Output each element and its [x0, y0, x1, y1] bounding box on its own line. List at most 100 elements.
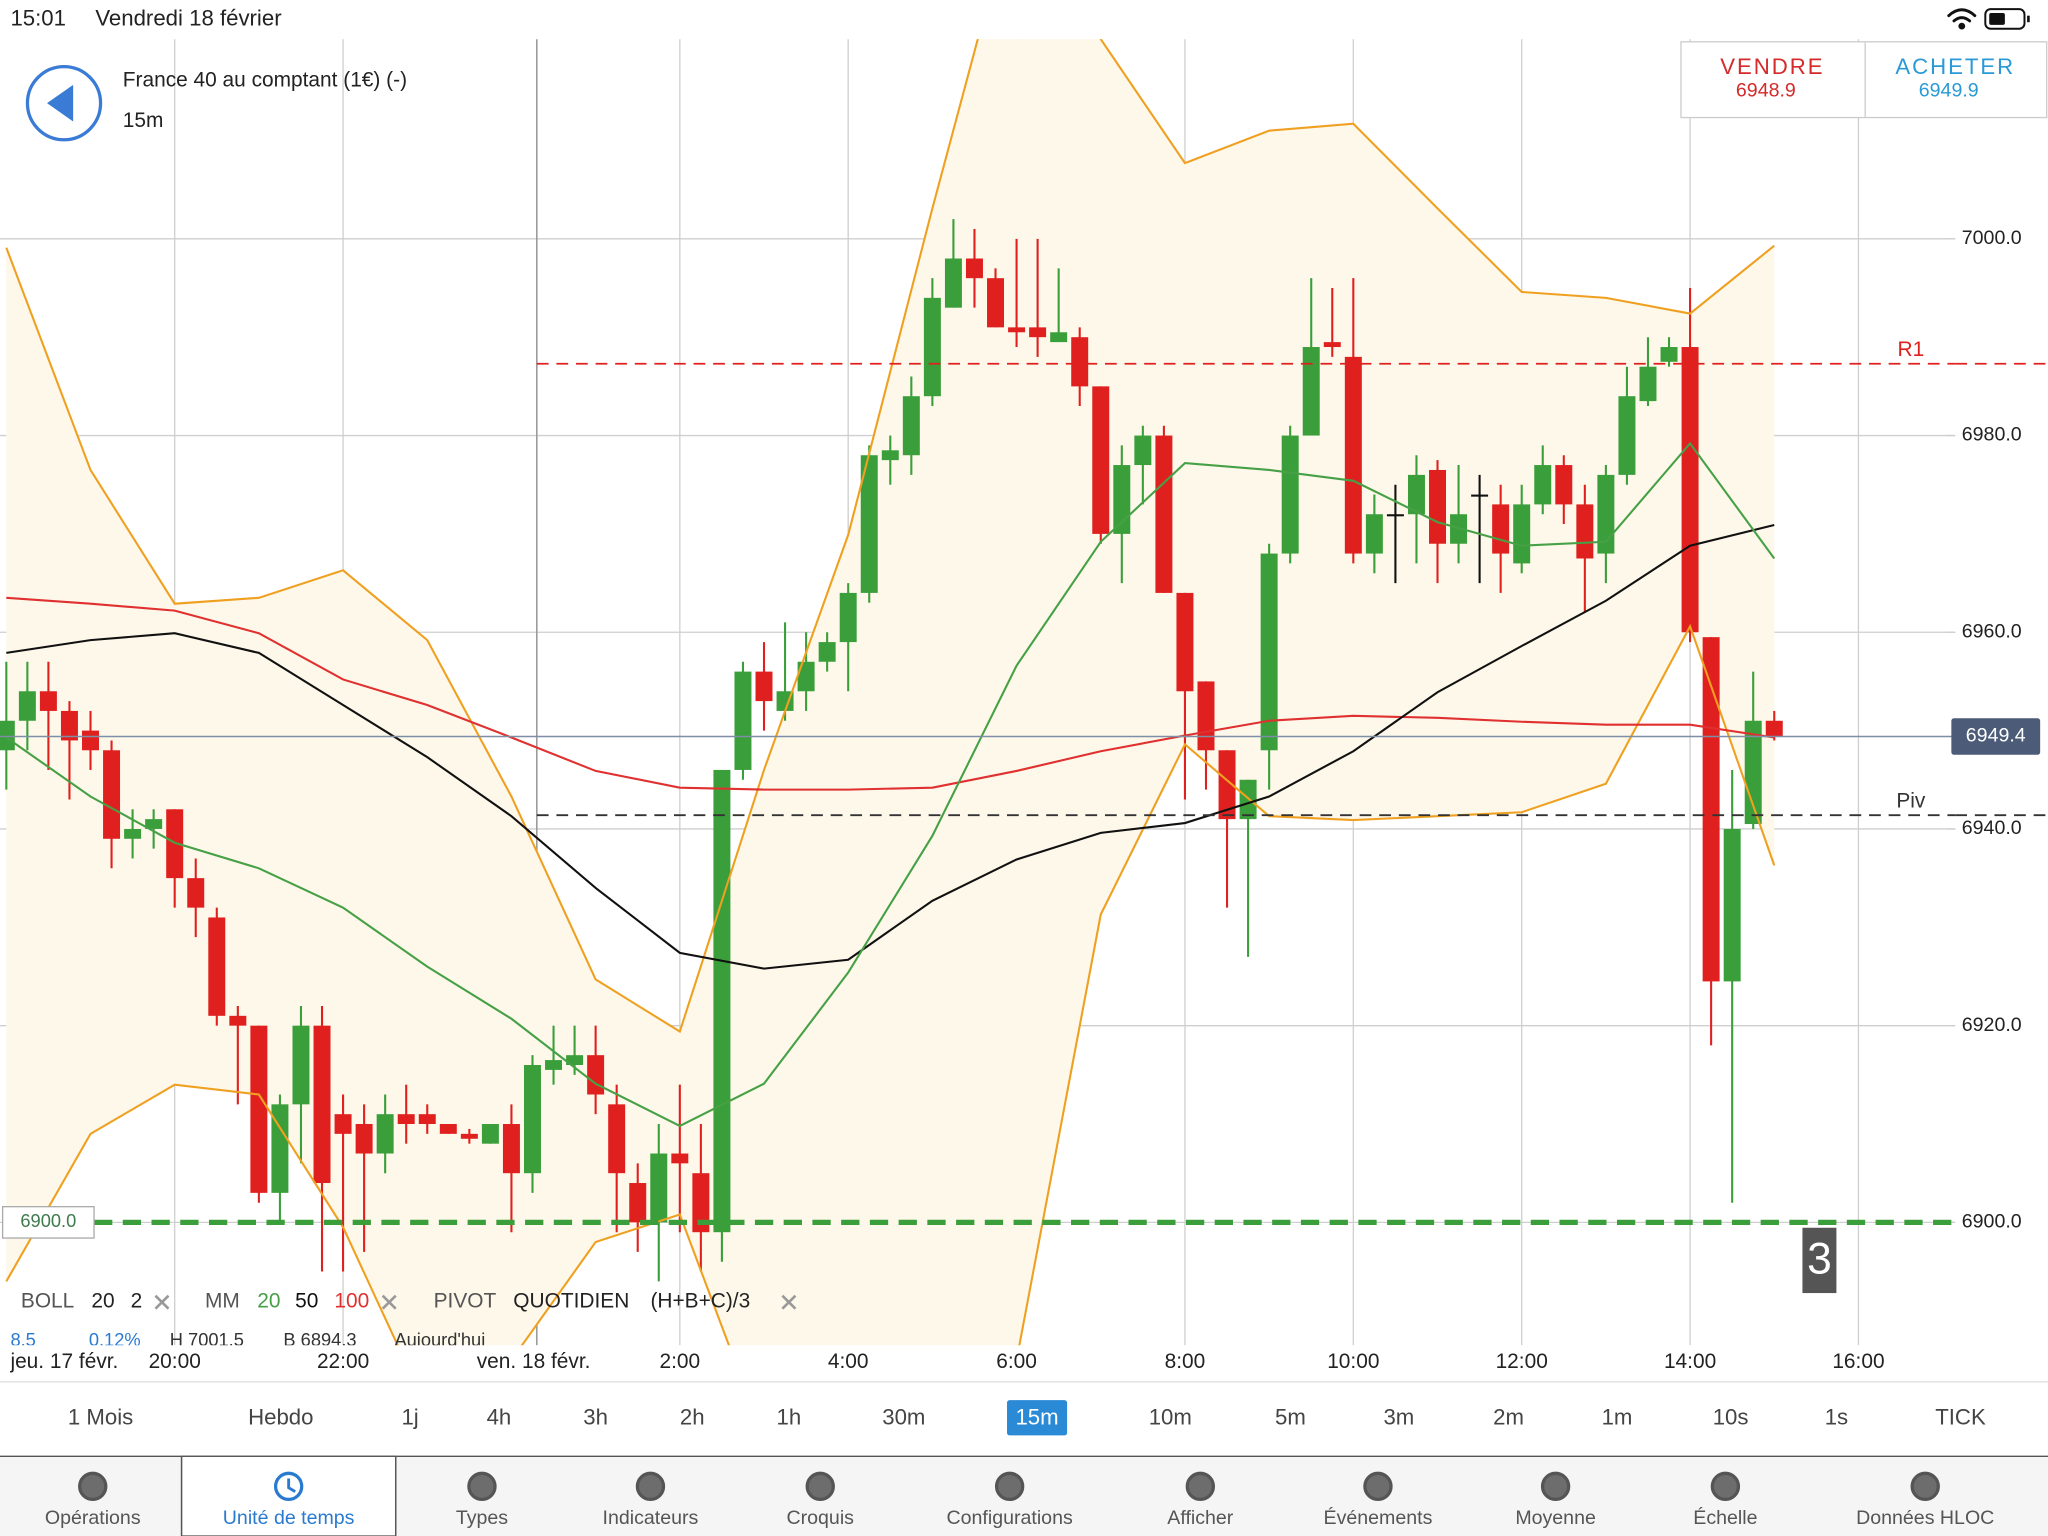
candle-body	[1386, 514, 1404, 517]
x-tick-label: 22:00	[317, 1350, 369, 1373]
toolbar-icon[interactable]	[994, 1471, 1025, 1502]
remove-mm[interactable]	[381, 1294, 397, 1310]
timeframe-label[interactable]: 3h	[583, 1404, 608, 1429]
timeframe-option[interactable]: 2h	[680, 1404, 705, 1429]
toolbar-button[interactable]: Croquis	[787, 1471, 855, 1529]
toolbar-button[interactable]: Indicateurs	[603, 1471, 699, 1529]
toolbar-label[interactable]: Échelle	[1693, 1506, 1757, 1529]
timeframe-label[interactable]: 1s	[1825, 1404, 1848, 1429]
timeframe-option[interactable]: 4h	[487, 1404, 512, 1429]
sell-label[interactable]: VENDRE	[1720, 54, 1824, 79]
timeframe-label[interactable]: 10s	[1713, 1404, 1749, 1429]
toolbar-button[interactable]: Unité de temps	[180, 1455, 397, 1536]
candle-body	[397, 1114, 415, 1125]
timeframe-option[interactable]: 10m	[1149, 1404, 1192, 1429]
toolbar-icon[interactable]	[635, 1471, 666, 1502]
timeframe-label[interactable]: 1j	[401, 1404, 418, 1429]
close-icon-stroke	[154, 1294, 170, 1310]
timeframe-option[interactable]: 1m	[1602, 1404, 1633, 1429]
bollinger-band	[6, 39, 1775, 1346]
candle-body	[1323, 342, 1341, 348]
toolbar-icon[interactable]	[1363, 1471, 1393, 1502]
timeframe-option[interactable]: 2m	[1493, 1404, 1524, 1429]
buy-button[interactable]: ACHETER 6949.9	[1895, 54, 2015, 102]
timeframe-label[interactable]: 15m	[1015, 1404, 1058, 1429]
timeframe-option[interactable]: 1 Mois	[68, 1404, 133, 1429]
timeframe-label[interactable]: TICK	[1935, 1404, 1986, 1429]
last-price-label: 6949.4	[1966, 725, 2026, 747]
toolbar-label[interactable]: Indicateurs	[603, 1507, 699, 1529]
timeframe-option[interactable]: 5m	[1275, 1404, 1306, 1429]
candle-body	[355, 1124, 373, 1154]
toolbar-button[interactable]: Types	[456, 1471, 508, 1529]
timeframe-label[interactable]: 3m	[1383, 1404, 1414, 1429]
toolbar-button[interactable]: Configurations	[947, 1471, 1073, 1529]
toolbar-icon[interactable]	[1185, 1471, 1216, 1502]
toolbar-icon[interactable]	[805, 1471, 835, 1502]
day-label: jeu. 17 févr.	[9, 1350, 118, 1373]
buy-label[interactable]: ACHETER	[1895, 54, 2015, 79]
sell-price[interactable]: 6948.9	[1736, 80, 1796, 102]
toolbar-button[interactable]: Données HLOC	[1856, 1471, 1994, 1529]
toolbar-label[interactable]: Types	[456, 1507, 508, 1529]
toolbar-button[interactable]: Événements	[1324, 1471, 1433, 1529]
timeframe-label[interactable]: 5m	[1275, 1404, 1306, 1429]
candle-body	[587, 1055, 605, 1095]
toolbar-label[interactable]: Configurations	[947, 1507, 1073, 1529]
timeframe-label[interactable]: 30m	[882, 1404, 925, 1429]
timeframe-option[interactable]: Hebdo	[248, 1404, 313, 1429]
toolbar-label[interactable]: Afficher	[1167, 1507, 1233, 1529]
remove-pivot[interactable]	[781, 1294, 797, 1310]
timeframe-option[interactable]: 30m	[882, 1404, 925, 1429]
timeframe-label[interactable]: 2m	[1493, 1404, 1524, 1429]
toolbar-button[interactable]: Opérations	[45, 1471, 141, 1529]
timeframe-label[interactable]: 1 Mois	[68, 1404, 133, 1429]
legend-text: 20	[91, 1290, 114, 1313]
candle-body	[439, 1124, 457, 1134]
toolbar-active-bg[interactable]	[180, 1455, 397, 1536]
timeframe-option[interactable]: 3m	[1383, 1404, 1414, 1429]
timeframe-option[interactable]: TICK	[1935, 1404, 1986, 1429]
sell-button[interactable]: VENDRE 6948.9	[1720, 54, 1824, 102]
candle-body	[902, 396, 920, 456]
toolbar-icon[interactable]	[1910, 1471, 1940, 1502]
timeframe-label[interactable]: 4h	[487, 1404, 512, 1429]
toolbar-button[interactable]: Afficher	[1167, 1471, 1234, 1529]
timeframe-label[interactable]: 1m	[1602, 1404, 1633, 1429]
timeframe-option[interactable]: 1j	[401, 1404, 418, 1429]
toolbar-label[interactable]: Moyenne	[1515, 1507, 1596, 1529]
overlay-line	[6, 524, 1775, 970]
toolbar-button[interactable]: Moyenne	[1515, 1471, 1596, 1529]
timeframe-option[interactable]: 3h	[583, 1404, 608, 1429]
timeframe-option[interactable]: 15m	[1007, 1400, 1068, 1436]
y-tick-label: 6960.0	[1962, 620, 2022, 642]
toolbar-button[interactable]: Échelle	[1693, 1471, 1758, 1529]
buy-price[interactable]: 6949.9	[1919, 80, 1979, 102]
candle-body	[145, 819, 163, 829]
toolbar-label[interactable]: Événements	[1324, 1506, 1433, 1529]
timeframe-label[interactable]: Hebdo	[248, 1404, 313, 1429]
timeframe-selected[interactable]	[1007, 1400, 1068, 1436]
timeframe-option[interactable]: 1h	[777, 1404, 802, 1429]
toolbar-label[interactable]: Croquis	[787, 1507, 855, 1529]
toolbar-label[interactable]: Unité de temps	[223, 1507, 355, 1529]
stat-text: 0.12%	[89, 1329, 141, 1350]
back-button[interactable]	[25, 64, 103, 142]
timeframe-label[interactable]: 2h	[680, 1404, 705, 1429]
toolbar-icon[interactable]	[1710, 1471, 1741, 1502]
toolbar-label[interactable]: Opérations	[45, 1507, 141, 1529]
candle-body	[1744, 720, 1762, 825]
remove-boll[interactable]	[154, 1294, 170, 1310]
toolbar-label[interactable]: Données HLOC	[1856, 1507, 1994, 1529]
toolbar-icon-hands[interactable]	[287, 1478, 296, 1493]
toolbar-icon[interactable]	[273, 1471, 304, 1502]
trade-box	[1680, 41, 2048, 119]
toolbar-icon[interactable]	[78, 1471, 108, 1502]
toolbar-icon[interactable]	[1540, 1471, 1571, 1502]
timeframe-option[interactable]: 1s	[1825, 1404, 1848, 1429]
candle-body	[1723, 828, 1741, 982]
toolbar-icon[interactable]	[467, 1471, 497, 1502]
timeframe-option[interactable]: 10s	[1713, 1404, 1749, 1429]
timeframe-label[interactable]: 1h	[777, 1404, 802, 1429]
timeframe-label[interactable]: 10m	[1149, 1404, 1192, 1429]
